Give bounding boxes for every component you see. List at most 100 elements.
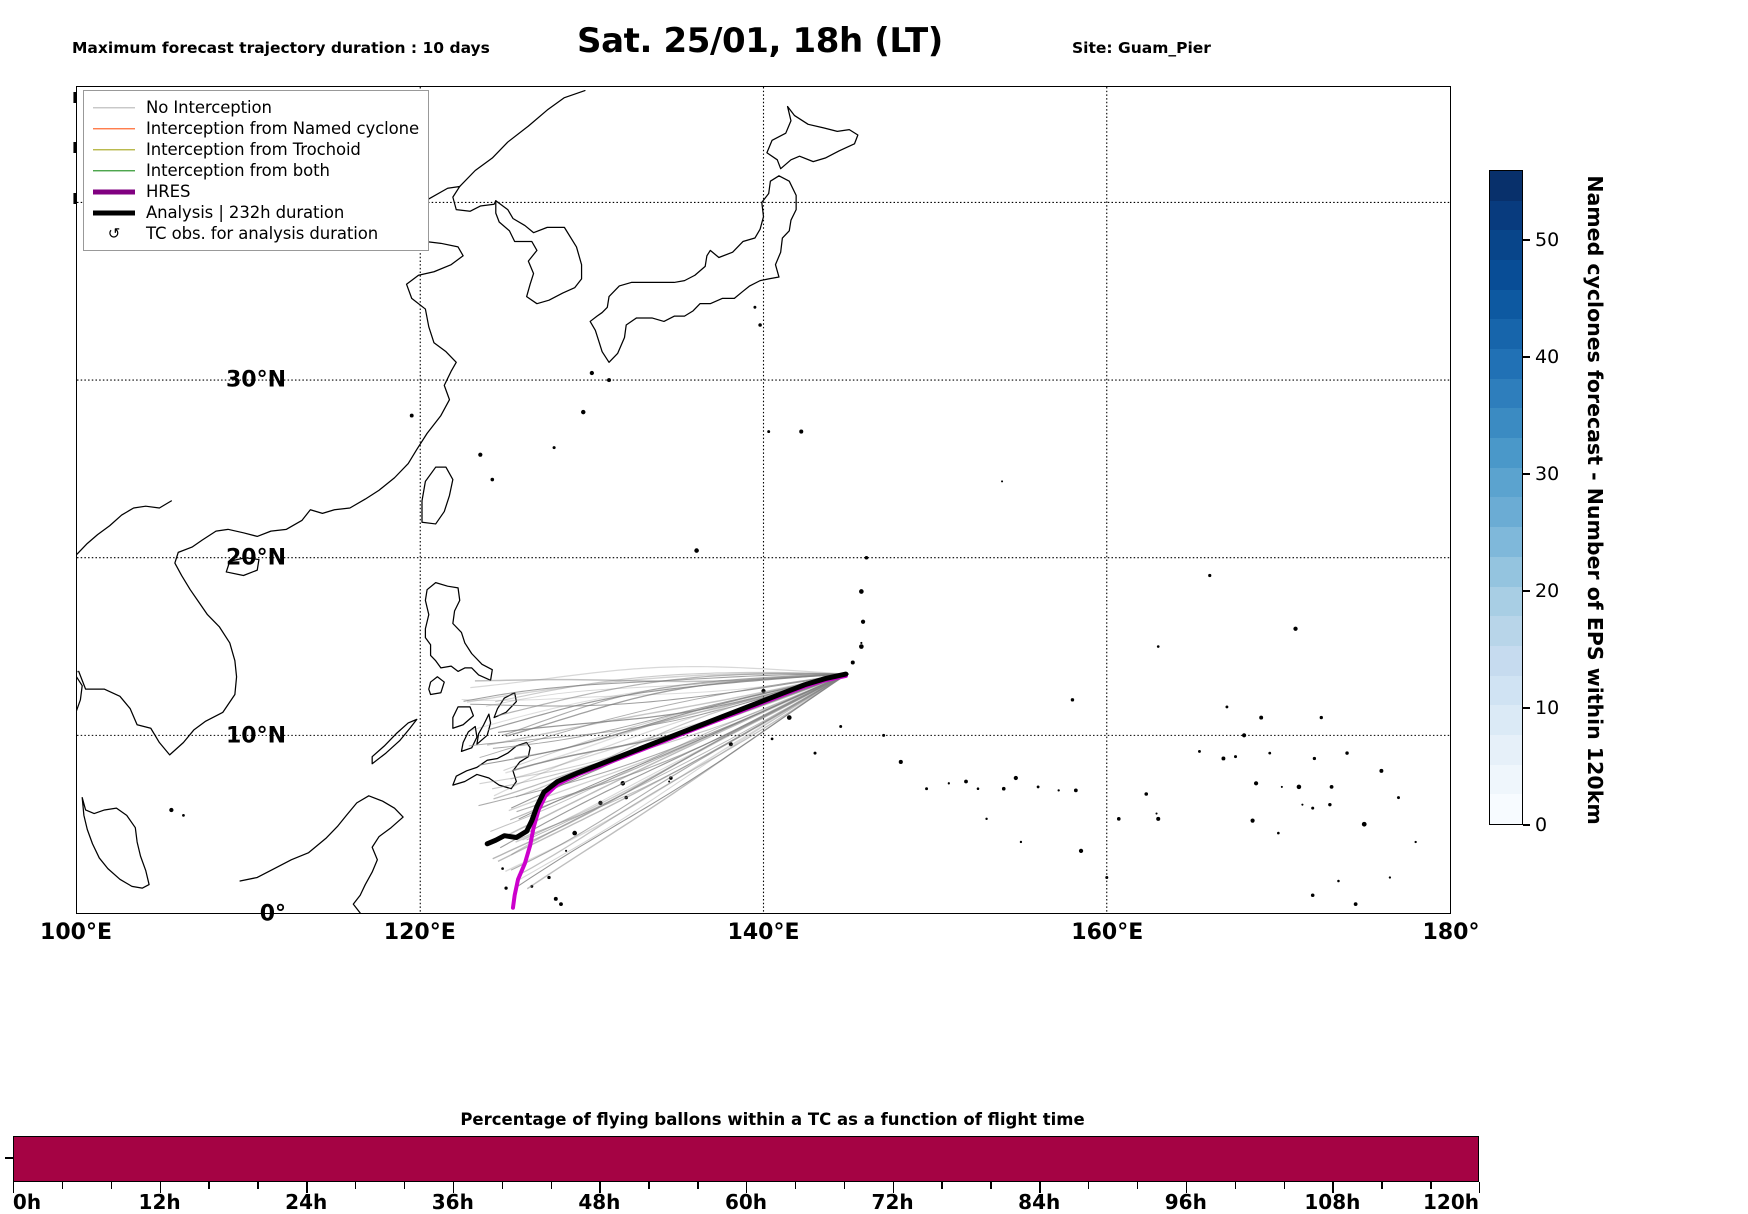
island-dot — [1144, 792, 1148, 796]
island-dot — [1362, 822, 1367, 827]
legend-item-both[interactable]: Interception from both — [91, 160, 419, 181]
colorbar-band — [1490, 349, 1522, 379]
island-dot — [1020, 841, 1022, 843]
legend-swatch-line-icon — [91, 120, 137, 138]
legend-label: Interception from both — [146, 161, 330, 180]
island-dot — [1079, 849, 1083, 853]
island-dot — [1379, 769, 1383, 773]
percentage-bar-tick-label: 48h — [578, 1190, 620, 1214]
island-dot — [1311, 893, 1315, 897]
island-dot — [1281, 786, 1283, 788]
island-dot — [1311, 807, 1314, 810]
legend-item-tc-obs[interactable]: ↺ TC obs. for analysis duration — [91, 223, 419, 244]
island-dot — [860, 642, 862, 644]
cyclone-marker-icon: ↺ — [91, 225, 137, 243]
island-dot — [1074, 789, 1078, 793]
ensemble-trajectory — [500, 674, 847, 848]
colorbar-tick: 20 — [1523, 580, 1559, 602]
island-dot — [1313, 757, 1316, 760]
island-dot — [694, 548, 699, 553]
island-dot — [1105, 876, 1108, 879]
island-dot — [977, 787, 980, 790]
percentage-bar-tick-label: 24h — [285, 1190, 327, 1214]
island-dot — [767, 430, 770, 433]
island-dot — [504, 887, 507, 890]
colorbar-tick-mark — [1523, 707, 1530, 708]
latitude-tick-label: 30°N — [226, 367, 286, 392]
longitude-tick-label: 180° — [1423, 920, 1480, 945]
colorbar-tick: 10 — [1523, 697, 1559, 719]
legend-item-hres[interactable]: HRES — [91, 181, 419, 202]
island-dot — [1328, 803, 1331, 806]
percentage-bar-tick-label: 72h — [872, 1190, 914, 1214]
island-dot — [925, 787, 928, 790]
legend-item-no-interception[interactable]: No Interception — [91, 97, 419, 118]
percentage-bar-tick-mark — [208, 1182, 209, 1189]
coastline-segment — [590, 176, 796, 363]
island-dot — [565, 850, 567, 852]
percentage-bar-tick-mark — [1235, 1182, 1236, 1189]
island-dot — [859, 644, 864, 649]
island-dot — [1259, 716, 1263, 720]
colorbar-axis-label: Named cyclones forecast - Number of EPS … — [1578, 86, 1612, 914]
island-dot — [607, 378, 611, 382]
coastline-segment — [453, 707, 474, 728]
latitude-tick-label: 20°N — [226, 545, 286, 570]
island-dot — [1117, 817, 1121, 821]
island-dot — [1414, 841, 1416, 843]
colorbar-tick: 40 — [1523, 346, 1559, 368]
percentage-bar-tick-mark — [1430, 1182, 1431, 1189]
colorbar-tick: 50 — [1523, 229, 1559, 251]
colorbar-band — [1490, 527, 1522, 557]
colorbar-band — [1490, 735, 1522, 765]
legend-label: No Interception — [146, 98, 272, 117]
colorbar-tick-mark — [1523, 239, 1530, 240]
percentage-bar-tick-mark — [1088, 1182, 1089, 1189]
coastline-segment — [372, 719, 417, 763]
island-dot — [1208, 574, 1211, 577]
island-dot — [753, 306, 756, 309]
percentage-bar-tick-mark — [844, 1182, 845, 1189]
legend-swatch-line-icon — [91, 141, 137, 159]
island-dot — [1071, 698, 1074, 701]
colorbar-tick-label: 20 — [1535, 580, 1559, 602]
longitude-tick-label: 120°E — [384, 920, 456, 945]
legend-label: Analysis | 232h duration — [146, 203, 344, 222]
percentage-bar-tick-mark — [404, 1182, 405, 1189]
island-dot — [1297, 785, 1302, 790]
legend-label: Interception from Named cyclone — [146, 119, 419, 138]
longitude-tick-label: 160°E — [1071, 920, 1143, 945]
island-dot — [581, 410, 585, 414]
legend-swatch-line-icon — [91, 183, 137, 201]
colorbar-tick: 0 — [1523, 814, 1547, 836]
colorbar-tick-mark — [1523, 590, 1530, 591]
legend-item-trochoid[interactable]: Interception from Trochoid — [91, 139, 419, 160]
longitude-tick-label: 140°E — [728, 920, 800, 945]
percentage-bar-tick-mark — [355, 1182, 356, 1189]
colorbar-band — [1490, 379, 1522, 409]
island-dot — [1397, 796, 1400, 799]
legend-item-analysis[interactable]: Analysis | 232h duration — [91, 202, 419, 223]
percentage-bar-tick-mark — [1284, 1182, 1285, 1189]
island-dot — [1254, 781, 1258, 785]
page-title: Sat. 25/01, 18h (LT) — [0, 21, 1520, 61]
map-legend: No Interception Interception from Named … — [83, 90, 429, 251]
island-dot — [1058, 789, 1060, 791]
colorbar-band — [1490, 616, 1522, 646]
coastline-segment — [82, 798, 149, 889]
percentage-bar-tick-mark — [111, 1182, 112, 1189]
longitude-tick-label: 100°E — [40, 920, 112, 945]
island-dot — [1014, 776, 1018, 780]
island-dot — [985, 818, 987, 820]
colorbar-tick: 30 — [1523, 463, 1559, 485]
coastline-segment — [429, 677, 444, 695]
percentage-bar-tick-label: 36h — [432, 1190, 474, 1214]
legend-swatch-line-icon — [91, 162, 137, 180]
legend-item-named-cyclone[interactable]: Interception from Named cyclone — [91, 118, 419, 139]
coastline-segment — [496, 201, 582, 304]
coastline-segment — [422, 467, 453, 524]
island-dot — [839, 725, 842, 728]
island-dot — [547, 876, 550, 879]
colorbar-band — [1490, 438, 1522, 468]
legend-label: TC obs. for analysis duration — [146, 224, 378, 243]
